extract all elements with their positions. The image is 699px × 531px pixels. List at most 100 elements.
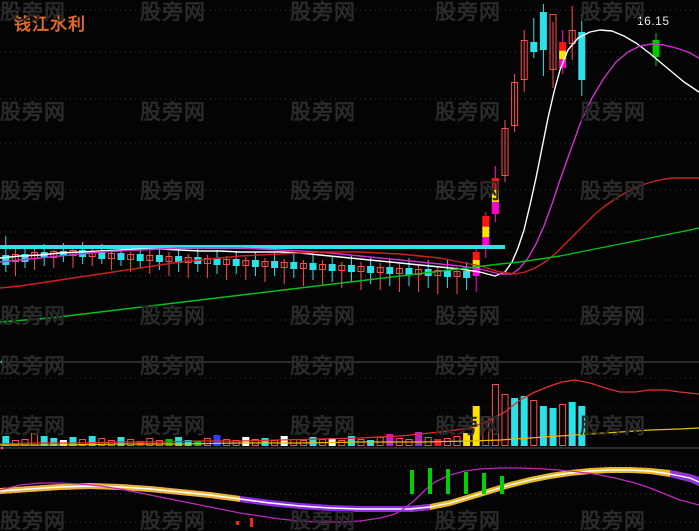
candlestick-series xyxy=(2,4,660,294)
candle-body xyxy=(328,264,336,271)
candle-body-red xyxy=(559,42,567,51)
candle-body xyxy=(299,263,307,269)
volume-bar xyxy=(578,406,586,446)
indicator-green-bar xyxy=(410,470,414,494)
candle-body xyxy=(280,262,288,268)
candlestick xyxy=(415,265,423,292)
indicator-green-bar xyxy=(500,476,504,494)
volume-bar xyxy=(88,436,96,446)
volume-bar xyxy=(386,434,394,446)
volume-bar xyxy=(223,439,231,446)
candlestick xyxy=(319,260,327,286)
moving-average-lines xyxy=(0,29,699,323)
candlestick xyxy=(357,262,365,290)
candle-body xyxy=(539,12,547,50)
candle-body-red xyxy=(482,216,490,227)
candlestick xyxy=(213,250,221,274)
candlestick xyxy=(242,257,250,280)
candlestick xyxy=(299,260,307,286)
candle-body xyxy=(213,258,221,265)
panel-separators xyxy=(0,360,699,450)
separator-dot xyxy=(0,446,4,450)
candle-body xyxy=(165,256,173,262)
volume-bar xyxy=(261,438,269,446)
candle-body xyxy=(21,254,29,262)
candle-body xyxy=(261,261,269,267)
candlestick xyxy=(347,256,355,282)
candle-body xyxy=(319,264,327,270)
candle-body xyxy=(405,268,413,275)
candle-body xyxy=(357,266,365,272)
candlestick xyxy=(434,266,442,294)
candle-body-magenta xyxy=(491,202,499,214)
candle-body xyxy=(98,252,106,259)
candlestick xyxy=(482,212,490,258)
volume-bar xyxy=(482,416,490,446)
candle-body xyxy=(127,254,135,260)
candle-body xyxy=(386,267,394,274)
candle-body xyxy=(175,256,183,263)
candle-body-magenta xyxy=(482,237,490,248)
candle-body xyxy=(376,267,384,273)
candlestick xyxy=(175,248,183,272)
volume-bar xyxy=(40,436,48,446)
candlestick xyxy=(549,14,557,88)
candlestick xyxy=(251,252,259,276)
candle-body xyxy=(271,261,279,268)
volume-bar xyxy=(309,437,317,446)
candle-body xyxy=(223,259,231,265)
volume-ma-lines xyxy=(0,379,699,446)
volume-bar xyxy=(568,402,576,446)
indicator-green-bar xyxy=(464,472,468,494)
candle-body xyxy=(232,259,240,266)
candle-body xyxy=(453,271,461,277)
candle-body xyxy=(549,14,557,70)
candlestick xyxy=(491,166,499,222)
volume-bar xyxy=(367,440,375,446)
volume-bar xyxy=(434,439,442,446)
volume-bar xyxy=(2,436,10,446)
candlestick xyxy=(280,259,288,284)
volume-bar xyxy=(203,438,211,446)
candlestick xyxy=(2,236,10,272)
candle-body-yellow xyxy=(491,190,499,202)
indicator-red-bar xyxy=(250,518,253,527)
candlestick xyxy=(376,263,384,290)
candle-body xyxy=(203,258,211,264)
candlestick xyxy=(11,248,19,276)
candlestick xyxy=(453,267,461,294)
volume-bar xyxy=(549,408,557,446)
volume-bar xyxy=(520,396,528,446)
candlestick xyxy=(107,250,115,270)
candle-body xyxy=(443,270,451,277)
ma-line-ma60 xyxy=(0,227,699,323)
candle-body-red xyxy=(491,178,499,190)
volume-bar xyxy=(415,432,423,446)
candlestick xyxy=(395,264,403,292)
indicator-white-line xyxy=(0,469,699,510)
volume-bar xyxy=(184,440,192,446)
candle-body xyxy=(242,260,250,266)
volume-ma-red xyxy=(0,379,699,445)
candlestick xyxy=(155,246,163,270)
volume-bar xyxy=(347,436,355,446)
indicator-band-purple xyxy=(240,496,430,512)
candle-body xyxy=(568,30,576,44)
candle-body-yellow xyxy=(482,226,490,238)
indicator-subchart xyxy=(0,467,699,527)
volume-bar xyxy=(165,439,173,446)
candle-body xyxy=(338,265,346,271)
candle-body xyxy=(511,82,519,126)
indicator-band-purple xyxy=(670,470,699,486)
candle-body xyxy=(367,266,375,273)
candlestick xyxy=(309,255,317,280)
candlestick xyxy=(184,254,192,278)
volume-bar xyxy=(559,404,567,446)
candlestick-green xyxy=(652,33,660,66)
candlestick xyxy=(530,18,538,58)
volume-bar xyxy=(539,406,547,446)
volume-bar xyxy=(50,438,58,446)
indicator-band-yellow xyxy=(0,483,240,502)
